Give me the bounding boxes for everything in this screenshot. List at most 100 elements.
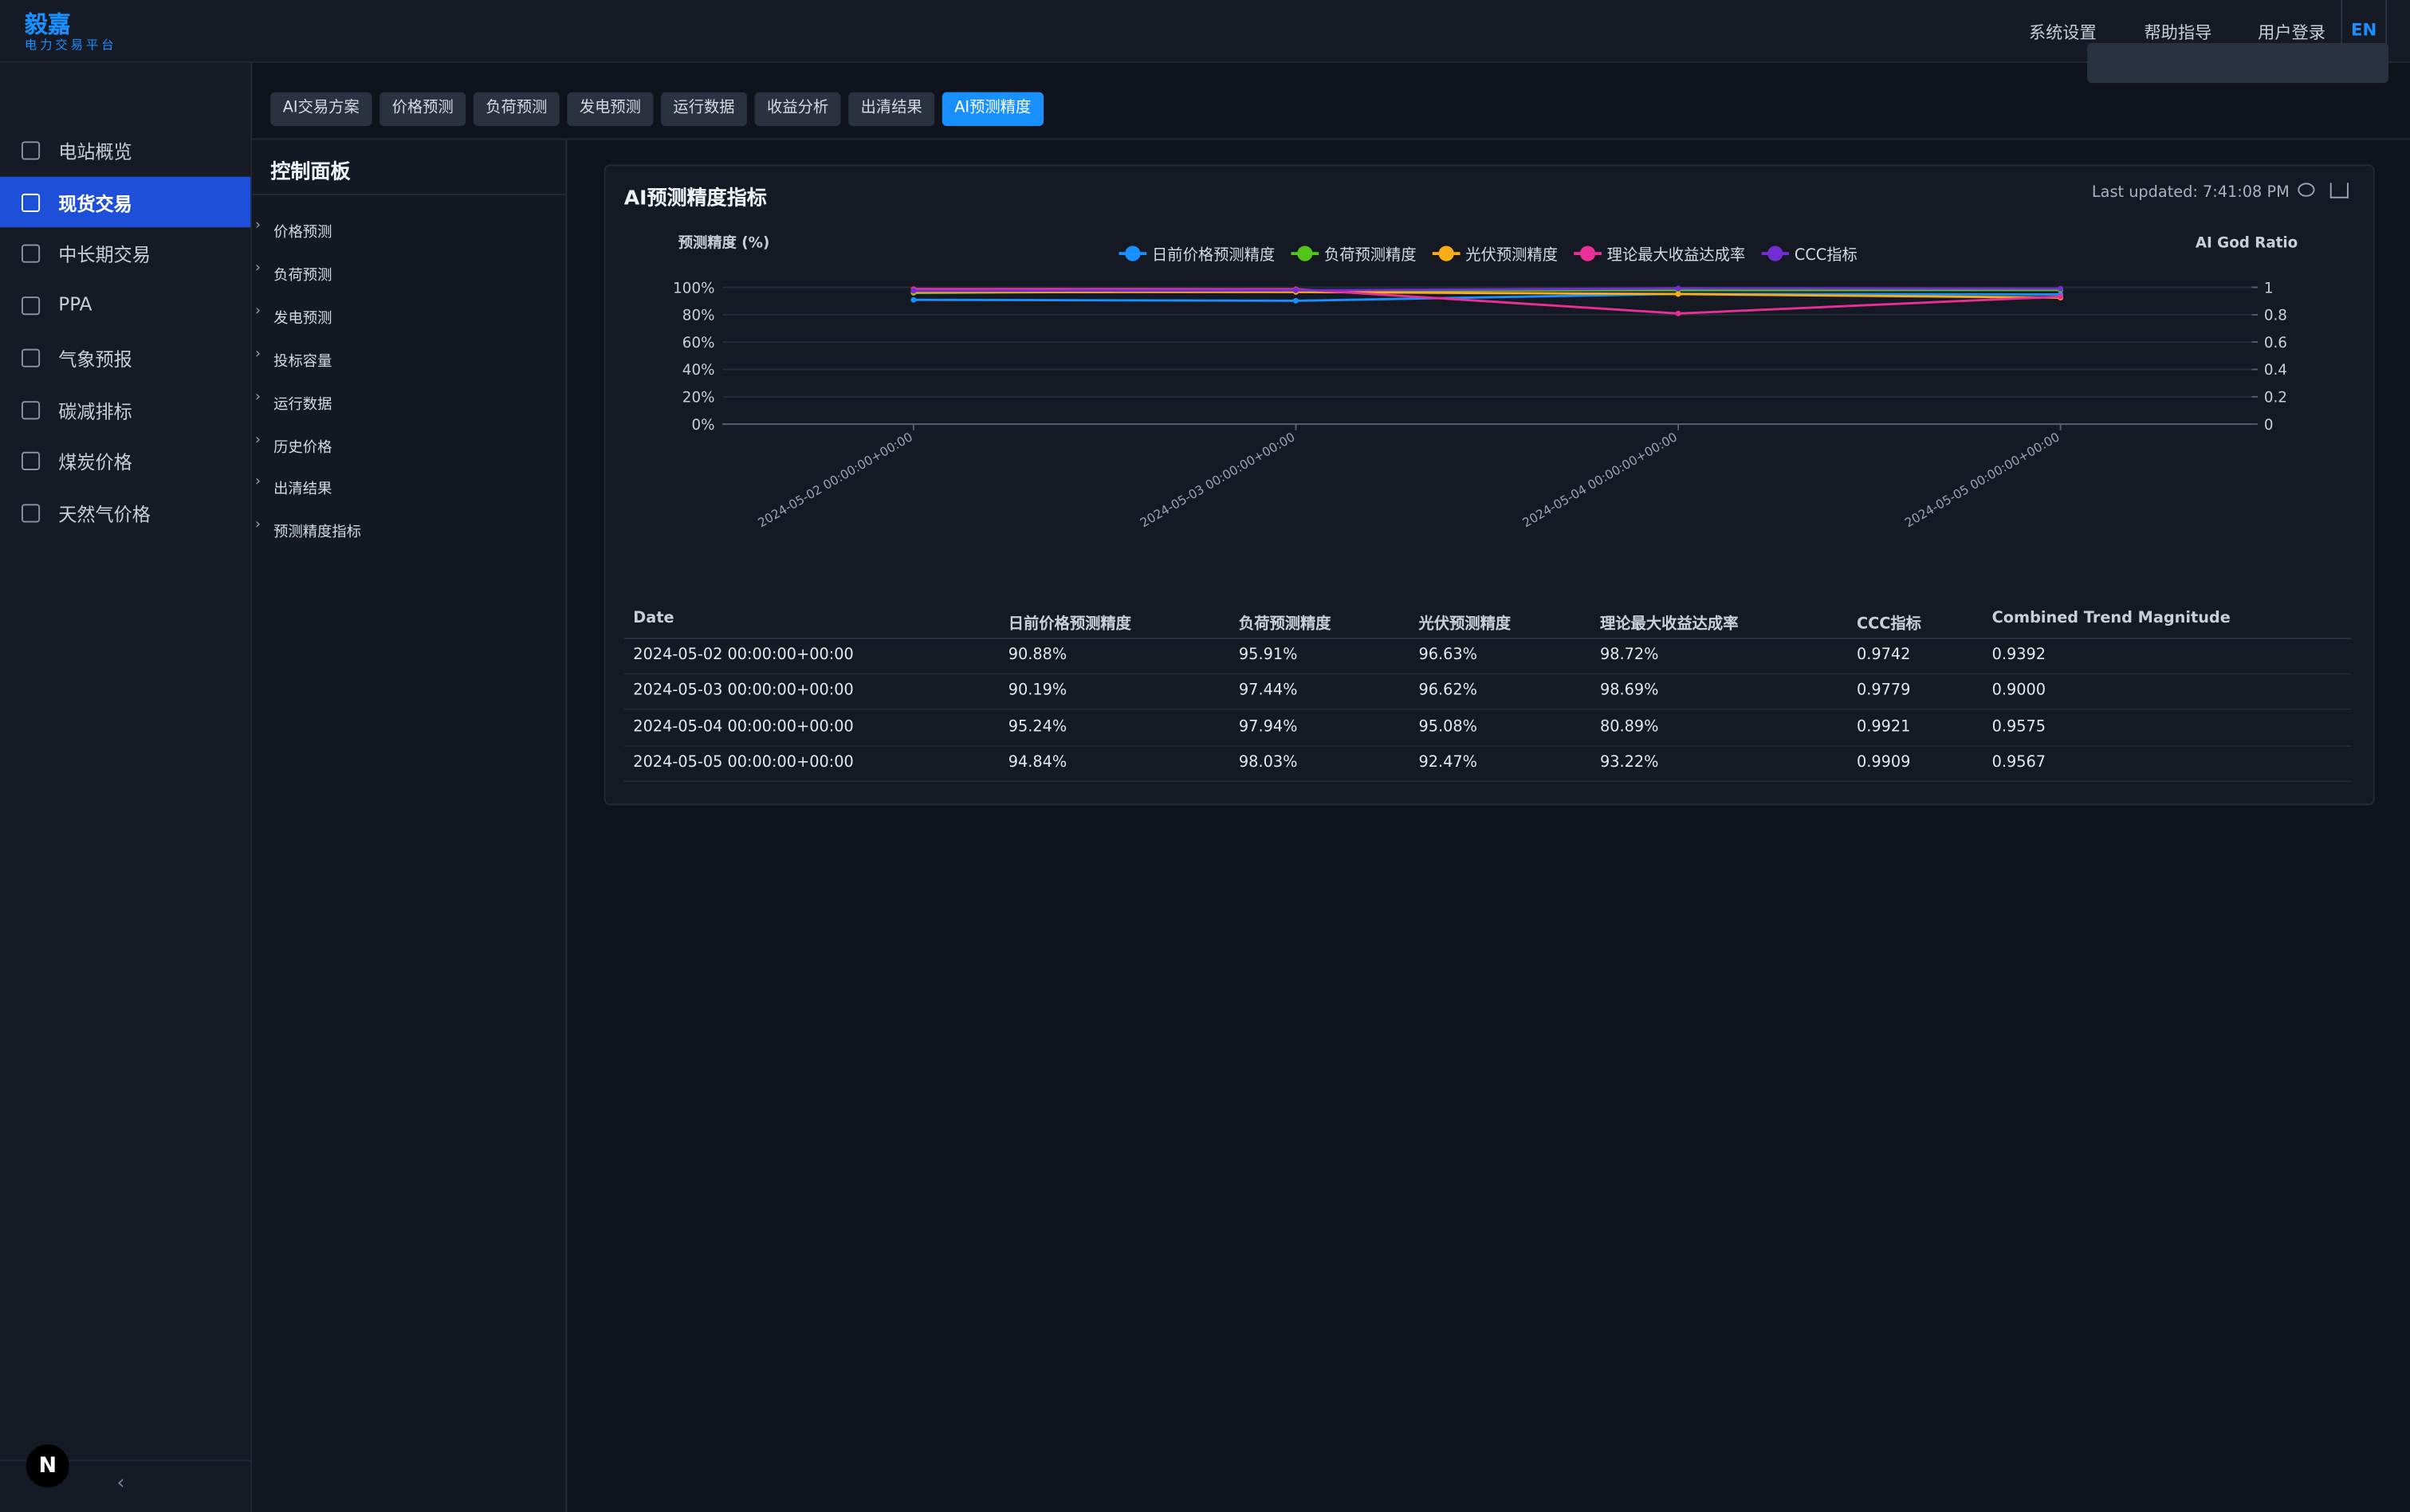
y-tick-label: 0% <box>691 417 714 434</box>
sidebar-icon <box>21 348 41 367</box>
legend-item[interactable]: 理论最大收益达成率 <box>1573 242 1745 265</box>
tab[interactable]: 收益分析 <box>754 92 841 127</box>
legend-label: 光伏预测精度 <box>1465 247 1558 265</box>
legend-swatch <box>1431 245 1460 261</box>
legend-label: 理论最大收益达成率 <box>1606 247 1746 265</box>
sidebar-icon <box>21 193 41 212</box>
table-header: Date <box>633 610 674 627</box>
chevron: › <box>255 389 261 406</box>
panel-item[interactable]: 价格预测 <box>273 224 332 242</box>
table-cell: 80.89% <box>1599 718 1659 736</box>
table-cell: 96.63% <box>1418 646 1478 664</box>
chevron: › <box>255 518 261 534</box>
table-rule <box>623 673 2352 675</box>
tab[interactable]: 出清结果 <box>848 92 935 127</box>
tab[interactable]: 发电预测 <box>567 92 654 127</box>
panel-item[interactable]: 历史价格 <box>273 438 332 456</box>
table-cell: 97.94% <box>1238 718 1298 736</box>
sidebar-item[interactable]: 碳减排标 <box>58 400 132 422</box>
download-icon[interactable] <box>2329 183 2349 198</box>
tab[interactable]: AI交易方案 <box>270 92 372 127</box>
sidebar-item[interactable]: PPA <box>58 293 92 316</box>
view-icon[interactable] <box>2298 183 2315 197</box>
sidebar-item[interactable]: 天然气价格 <box>58 504 151 526</box>
table-cell: 0.9000 <box>1991 682 2046 700</box>
legend-item[interactable]: 光伏预测精度 <box>1431 242 1558 265</box>
panel-item[interactable]: 运行数据 <box>273 395 332 413</box>
sidebar-icon <box>21 297 41 316</box>
header-menu-item[interactable]: 用户登录 <box>2258 22 2325 43</box>
table-cell: 97.44% <box>1238 682 1298 700</box>
table-cell: 95.91% <box>1238 646 1298 664</box>
sidebar-item[interactable]: 气象预报 <box>58 348 132 371</box>
series-point <box>910 288 917 294</box>
series-point <box>1675 310 1681 316</box>
collapse-button[interactable]: ‹ <box>116 1471 125 1495</box>
series-point <box>910 297 917 303</box>
x-tick-label: 2024-05-02 00:00:00+00:00 <box>756 430 915 530</box>
legend: 日前价格预测精度 负荷预测精度 光伏预测精度 理论最大收益达成率 CCC指标 <box>604 242 2372 265</box>
panel-item[interactable]: 预测精度指标 <box>273 524 362 542</box>
panel-item[interactable]: 出清结果 <box>273 481 332 499</box>
table-cell: 93.22% <box>1599 754 1659 772</box>
table-rule <box>623 638 2352 640</box>
sidebar-item[interactable]: 电站概览 <box>58 141 132 163</box>
sidebar-item[interactable]: 煤炭价格 <box>58 452 132 474</box>
table-header: 负荷预测精度 <box>1238 616 1331 634</box>
card <box>603 164 2375 806</box>
legend-label: 负荷预测精度 <box>1323 247 1417 265</box>
logo-subtitle: 电力交易平台 <box>24 38 117 53</box>
tab[interactable]: 价格预测 <box>379 92 466 127</box>
legend-label: 日前价格预测精度 <box>1152 247 1276 265</box>
language-toggle[interactable]: EN <box>2341 0 2388 62</box>
table-cell: 0.9575 <box>1991 718 2046 736</box>
table-cell: 98.69% <box>1599 682 1659 700</box>
sidebar-item[interactable]: 现货交易 <box>58 193 132 215</box>
last-updated: Last updated: 7:41:08 PM <box>2091 184 2290 202</box>
table-cell: 0.9779 <box>1856 682 1911 700</box>
chevron: › <box>255 347 261 363</box>
table-cell: 98.03% <box>1238 754 1298 772</box>
legend-item[interactable]: 负荷预测精度 <box>1290 242 1417 265</box>
table-cell: 2024-05-02 00:00:00+00:00 <box>633 646 854 664</box>
legend-dot <box>1296 245 1312 261</box>
tab[interactable]: AI预测精度 <box>942 92 1044 127</box>
panel-item[interactable]: 负荷预测 <box>273 267 332 285</box>
table-header: 理论最大收益达成率 <box>1599 616 1739 634</box>
sidebar-icon <box>21 141 41 160</box>
y2-tick-label: 0.4 <box>2264 362 2287 379</box>
table-cell: 94.84% <box>1008 754 1067 772</box>
legend-item[interactable]: CCC指标 <box>1760 242 1858 265</box>
table-cell: 95.24% <box>1008 718 1067 736</box>
legend-swatch <box>1573 245 1601 261</box>
tab[interactable]: 负荷预测 <box>473 92 560 127</box>
sidebar-item[interactable]: 中长期交易 <box>58 245 151 267</box>
chart: 预测精度 (%) AI God Ratio 0% 20% 40% 60% 80% 100% 0 0… <box>673 234 2298 530</box>
top-bar <box>0 0 2410 64</box>
y-tick-label: 100% <box>673 280 714 297</box>
panel-item[interactable]: 投标容量 <box>273 352 332 371</box>
table-cell: 0.9909 <box>1856 754 1911 772</box>
series-line <box>913 288 2061 315</box>
table-cell: 0.9921 <box>1856 718 1911 736</box>
y-axis-title: 预测精度 (%) <box>678 234 770 251</box>
y2-tick-label: 0.2 <box>2264 390 2287 406</box>
avatar[interactable]: N <box>26 1444 69 1488</box>
series-point <box>1675 291 1681 297</box>
table-cell: 0.9392 <box>1991 646 2046 664</box>
tab[interactable]: 运行数据 <box>661 92 747 127</box>
table-header: 日前价格预测精度 <box>1008 616 1131 634</box>
legend-item[interactable]: 日前价格预测精度 <box>1118 242 1276 265</box>
date-input[interactable] <box>2087 42 2389 84</box>
header-menu-item[interactable]: 帮助指导 <box>2144 22 2212 43</box>
sidebar-icon <box>21 504 41 523</box>
legend-swatch <box>1118 245 1146 261</box>
table-header: 光伏预测精度 <box>1418 616 1512 634</box>
x-tick-label: 2024-05-03 00:00:00+00:00 <box>1138 430 1297 530</box>
panel-item[interactable]: 发电预测 <box>273 310 332 328</box>
table-header: CCC指标 <box>1856 616 1921 634</box>
header-menu-item[interactable]: 系统设置 <box>2028 22 2097 43</box>
x-tick-label: 2024-05-05 00:00:00+00:00 <box>1902 430 2062 530</box>
control-panel <box>252 139 568 1512</box>
